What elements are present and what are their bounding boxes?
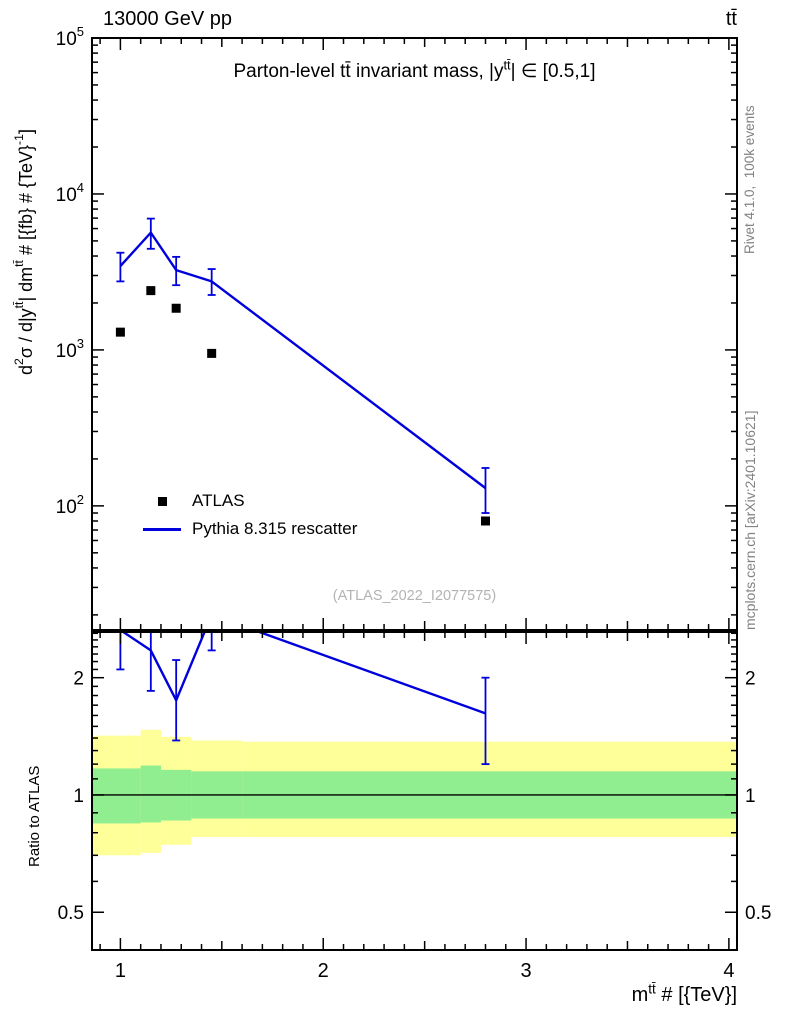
svg-text:2: 2 xyxy=(745,669,756,690)
svg-text:0.5: 0.5 xyxy=(58,903,84,924)
legend-item-atlas: ATLAS xyxy=(136,487,357,515)
svg-text:104: 104 xyxy=(56,180,84,206)
ratio-y-axis-title: Ratio to ATLAS xyxy=(26,765,43,867)
mcplots-arxiv-note: mcplots.cern.ch [arXiv:2401.10621] xyxy=(742,410,758,630)
legend-label-atlas: ATLAS xyxy=(192,491,245,510)
legend-label-pythia: Pythia 8.315 rescatter xyxy=(192,519,358,538)
svg-text:102: 102 xyxy=(56,492,84,518)
svg-text:0.5: 0.5 xyxy=(745,903,771,924)
svg-text:1: 1 xyxy=(115,960,126,982)
pythia-line-marker-icon xyxy=(143,527,181,531)
x-axis-title: mtt̄ # [{TeV}] xyxy=(631,981,737,1006)
rivet-version-note: Rivet 4.1.0, 100k events xyxy=(742,105,757,254)
svg-text:103: 103 xyxy=(56,336,84,362)
plot-title: Parton-level tt̄ invariant mass, |ytt̄| … xyxy=(233,57,596,82)
legend: ATLAS Pythia 8.315 rescatter xyxy=(136,487,357,543)
process-label: tt̄ xyxy=(725,8,737,30)
legend-item-pythia: Pythia 8.315 rescatter xyxy=(136,515,357,543)
svg-text:105: 105 xyxy=(56,24,84,50)
beam-energy-label: 13000 GeV pp xyxy=(103,8,232,30)
svg-text:1: 1 xyxy=(745,786,756,807)
svg-text:2: 2 xyxy=(73,669,84,690)
svg-text:1: 1 xyxy=(73,786,84,807)
main-y-axis-title: d2σ / d|ytt̄| dmtt̄ # [{fb} # {TeV}-1] xyxy=(12,129,36,375)
svg-text:4: 4 xyxy=(723,960,734,982)
analysis-watermark: (ATLAS_2022_I2077575) xyxy=(332,588,497,604)
svg-text:2: 2 xyxy=(318,960,329,982)
svg-text:3: 3 xyxy=(520,960,531,982)
atlas-square-marker-icon xyxy=(157,496,167,506)
